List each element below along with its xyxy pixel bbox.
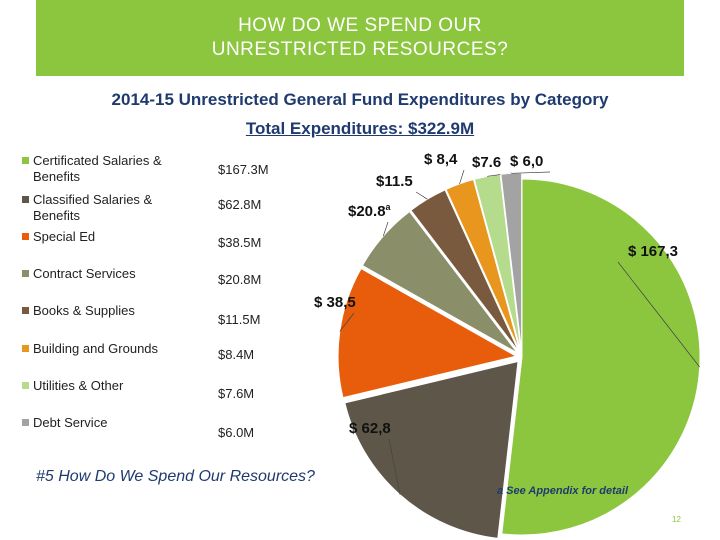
legend-swatch (22, 307, 29, 314)
data-label: $ 38,5 (314, 294, 356, 311)
legend-value: $7.6M (218, 386, 255, 401)
leader-line (511, 171, 551, 174)
data-label: $ 62,8 (349, 420, 391, 437)
pie-slice (337, 267, 518, 399)
chart-title: 2014-15 Unrestricted General Fund Expend… (111, 90, 609, 109)
legend-label: Debt Service (33, 415, 108, 430)
chart-total: Total Expenditures: $322.9M (245, 119, 475, 138)
banner-title-line-2: UNRESTRICTED RESOURCES? (211, 39, 509, 60)
data-label: $7.6 (472, 154, 501, 171)
legend-value: $20.8M (218, 272, 262, 287)
legend-label: Utilities & Other (33, 378, 124, 393)
legend-swatch (22, 345, 29, 352)
leader-line (382, 221, 389, 237)
legend-item: Contract Services (22, 266, 202, 282)
banner-title-line-1: HOW DO WE SPEND OUR (238, 15, 482, 36)
legend-swatch (22, 382, 29, 389)
data-label: $11.5 (376, 173, 413, 190)
legend-value: $38.5M (218, 235, 262, 250)
legend-item: Building and Grounds (22, 341, 202, 357)
leader-line (459, 169, 465, 185)
legend-label: Special Ed (33, 229, 96, 244)
legend-value: $167.3M (218, 162, 269, 177)
legend-swatch (22, 419, 29, 426)
legend-item: Special Ed (22, 229, 202, 245)
legend-swatch (22, 233, 29, 240)
appendix-footnote: a See Appendix for detail (497, 485, 629, 497)
legend-value: $8.4M (218, 347, 255, 362)
legend-value: $62.8M (218, 197, 262, 212)
legend-swatch (22, 270, 29, 277)
leader-line (339, 312, 355, 332)
leader-line (617, 261, 700, 368)
legend-value: $11.5M (218, 312, 261, 327)
legend-item: Certificated Salaries & Benefits (22, 153, 202, 185)
legend-item: Debt Service (22, 415, 202, 431)
pie-slice (445, 178, 521, 352)
leader-line (415, 191, 428, 200)
legend-item: Utilities & Other (22, 378, 202, 394)
section-question: #5 How Do We Spend Our Resources? (36, 468, 315, 485)
data-label: $ 8,4 (424, 151, 458, 168)
legend-swatch (22, 157, 29, 164)
legend-label: Classified Salaries & Benefits (33, 192, 153, 223)
legend-swatch (22, 196, 29, 203)
data-label: $ 167,3 (628, 243, 678, 260)
legend-value: $6.0M (218, 425, 255, 440)
legend-label: Books & Supplies (33, 303, 135, 318)
pie-slice (361, 210, 518, 354)
legend-label: Building and Grounds (33, 341, 159, 356)
data-label: $ 6,0 (510, 153, 543, 170)
leader-line (388, 438, 401, 495)
data-label: $20.8a (348, 202, 392, 220)
legend-item: Books & Supplies (22, 303, 202, 319)
legend-label: Certificated Salaries & Benefits (33, 153, 162, 184)
title-banner: HOW DO WE SPEND OUR UNRESTRICTED RESOURC… (36, 0, 684, 76)
pie-slice (410, 189, 520, 353)
legend-label: Contract Services (33, 266, 136, 281)
pie-slice (501, 178, 701, 536)
legend-item: Classified Salaries & Benefits (22, 192, 202, 224)
page-number: 12 (672, 515, 681, 524)
